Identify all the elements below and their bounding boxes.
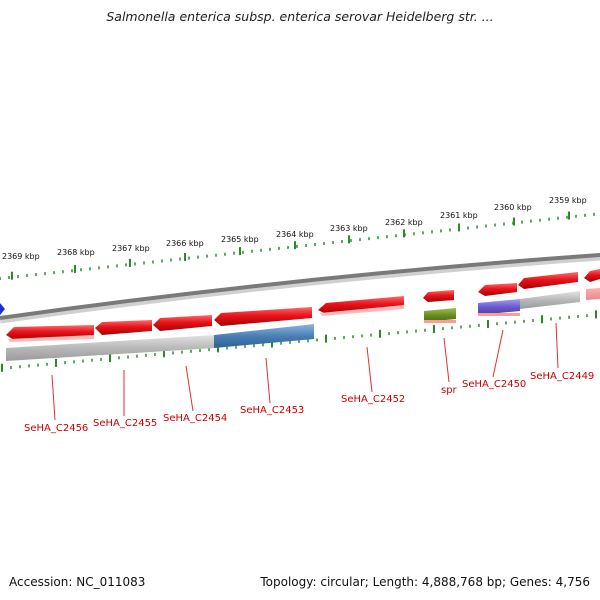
gene-label: SeHA_C2449 <box>530 371 594 382</box>
gene-track <box>6 269 600 342</box>
gene-label: SeHA_C2450 <box>462 379 526 390</box>
scale-label: 2368 kbp <box>57 248 95 257</box>
scale-label: 2361 kbp <box>440 211 478 220</box>
scale-label: 2364 kbp <box>276 230 314 239</box>
scale-label: 2366 kbp <box>166 239 204 248</box>
gene-label: SeHA_C2452 <box>341 394 405 405</box>
label-leaders <box>51 322 559 421</box>
gene-label: SeHA_C2455 <box>93 418 157 429</box>
backbone-arc <box>0 253 600 320</box>
cog-bar-gray-1 <box>6 335 214 361</box>
outer-scale-ticks <box>0 212 595 280</box>
outer-scale-major-ticks <box>11 211 570 280</box>
gene-SeHA_C2450[interactable] <box>478 283 517 296</box>
gene-next[interactable] <box>584 269 600 282</box>
gene-label: SeHA_C2456 <box>24 423 88 434</box>
gene-SeHA_C2453[interactable] <box>214 307 312 326</box>
gene-shadow <box>8 335 94 342</box>
cog-bar-pink-edge <box>424 320 456 323</box>
genome-summary-text: Topology: circular; Length: 4,888,768 bp… <box>260 575 590 589</box>
cog-bar-blue <box>214 324 314 348</box>
scale-label: 2359 kbp <box>549 196 587 205</box>
gene-labels: SeHA_C2456 SeHA_C2455 SeHA_C2454 SeHA_C2… <box>24 371 594 434</box>
cog-track <box>6 288 600 361</box>
scale-label: 2362 kbp <box>385 218 423 227</box>
gene-SeHA_C2454[interactable] <box>153 315 212 331</box>
cog-bar-green <box>424 308 456 322</box>
inner-scale-ticks <box>1 310 597 372</box>
scale-label: 2363 kbp <box>330 224 368 233</box>
scale-label: 2369 kbp <box>2 252 40 261</box>
scale-labels: 2369 kbp 2368 kbp 2367 kbp 2366 kbp 2365 kbp… <box>2 196 587 261</box>
gene-spr[interactable] <box>423 290 454 302</box>
gene-SeHA_C2455[interactable] <box>95 320 152 335</box>
gene-label: spr <box>441 385 458 396</box>
accession-text: Accession: NC_011083 <box>9 575 146 589</box>
cog-bar-pink <box>586 288 600 300</box>
cog-bar-pink-edge <box>478 313 520 316</box>
gene-label: SeHA_C2453 <box>240 405 304 416</box>
map-title: Salmonella enterica subsp. enterica sero… <box>106 9 494 24</box>
cog-bar-purple <box>478 299 520 315</box>
gene-SeHA_C2449[interactable] <box>518 272 578 289</box>
origin-marker <box>0 303 5 315</box>
scale-label: 2360 kbp <box>494 203 532 212</box>
scale-label: 2367 kbp <box>112 244 150 253</box>
cog-bar-gray-2 <box>520 291 580 309</box>
gene-label: SeHA_C2454 <box>163 413 227 424</box>
gene-SeHA_C2452[interactable] <box>318 296 404 314</box>
gene-shadow <box>320 305 404 316</box>
scale-label: 2365 kbp <box>221 235 259 244</box>
